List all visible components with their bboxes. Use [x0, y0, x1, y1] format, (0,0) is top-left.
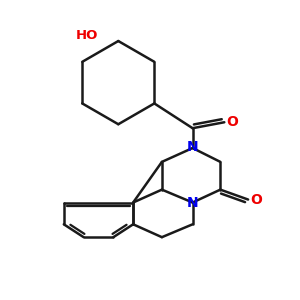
Text: O: O	[250, 193, 262, 206]
Text: O: O	[226, 115, 238, 129]
Text: N: N	[187, 196, 198, 209]
Text: N: N	[187, 140, 198, 154]
Text: HO: HO	[76, 28, 98, 42]
